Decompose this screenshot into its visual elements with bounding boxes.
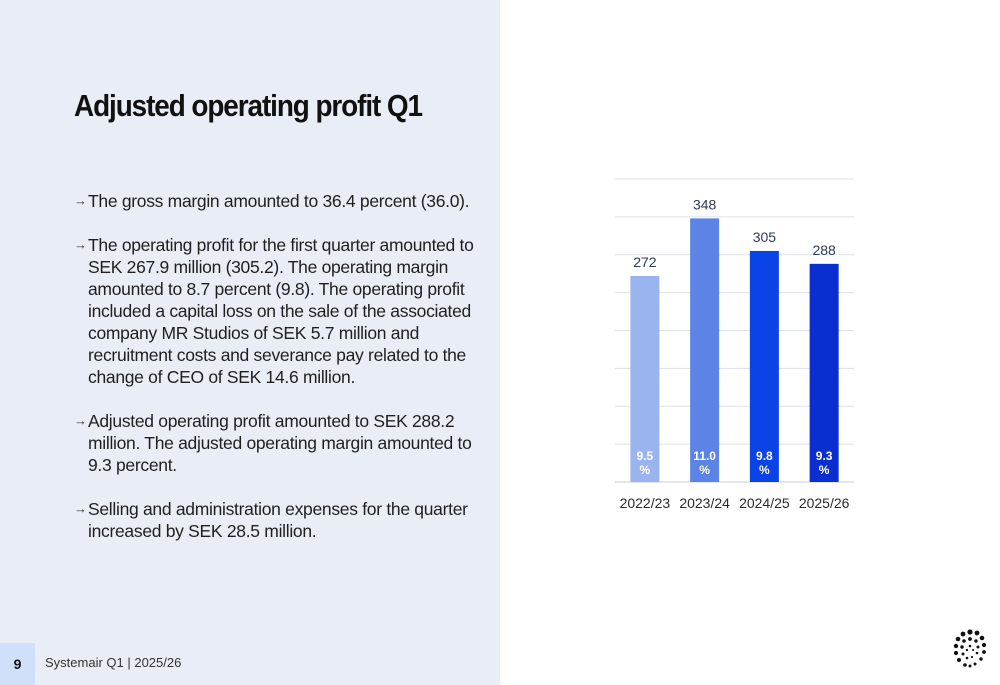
bar xyxy=(749,250,779,482)
bullet-text: Selling and administration expenses for … xyxy=(88,499,468,541)
bullet-item: → Selling and administration expenses for… xyxy=(74,498,474,542)
data-label: 272 xyxy=(633,254,657,270)
systemair-logo-icon xyxy=(953,629,987,668)
arrow-right-icon: → xyxy=(74,193,87,208)
arrow-right-icon: → xyxy=(74,413,87,428)
left-panel xyxy=(0,0,500,685)
data-label: 348 xyxy=(693,196,717,212)
arrow-right-icon: → xyxy=(74,501,87,516)
bullet-text: Adjusted operating profit amounted to SE… xyxy=(88,411,472,475)
data-label: 288 xyxy=(812,242,836,258)
arrow-right-icon: → xyxy=(74,237,87,252)
bar-inner-label: 9.5% xyxy=(637,449,654,477)
bar xyxy=(630,275,660,482)
bar xyxy=(690,218,720,482)
bar-inner-label: 9.3% xyxy=(816,449,833,477)
x-tick-label: 2023/24 xyxy=(679,495,730,511)
slide-title: Adjusted operating profit Q1 xyxy=(74,88,423,123)
data-label: 305 xyxy=(753,229,777,245)
bar-inner-label: 9.8% xyxy=(756,449,773,477)
bullet-item: → Adjusted operating profit amounted to S… xyxy=(74,410,474,476)
bullet-item: → The gross margin amounted to 36.4 perce… xyxy=(74,190,474,212)
x-tick-label: 2024/25 xyxy=(739,495,790,511)
x-tick-label: 2025/26 xyxy=(799,495,850,511)
bullet-text: The operating profit for the first quart… xyxy=(88,235,474,387)
bar-chart: 272 9.5 % 2022/23 348 11.0 % 2023/24 305 9.8 % 2024… xyxy=(615,178,854,511)
footer-text: Systemair Q1 | 2025/26 xyxy=(45,655,182,670)
bar-inner-label: 11.0% xyxy=(693,449,716,477)
bullet-text: The gross margin amounted to 36.4 percen… xyxy=(88,191,470,211)
bar xyxy=(809,263,839,482)
x-tick-label: 2022/23 xyxy=(620,495,671,511)
bullet-list: → The gross margin amounted to 36.4 perce… xyxy=(74,190,474,564)
bullet-item: → The operating profit for the first quar… xyxy=(74,234,474,388)
page-number: 9 xyxy=(0,643,35,685)
